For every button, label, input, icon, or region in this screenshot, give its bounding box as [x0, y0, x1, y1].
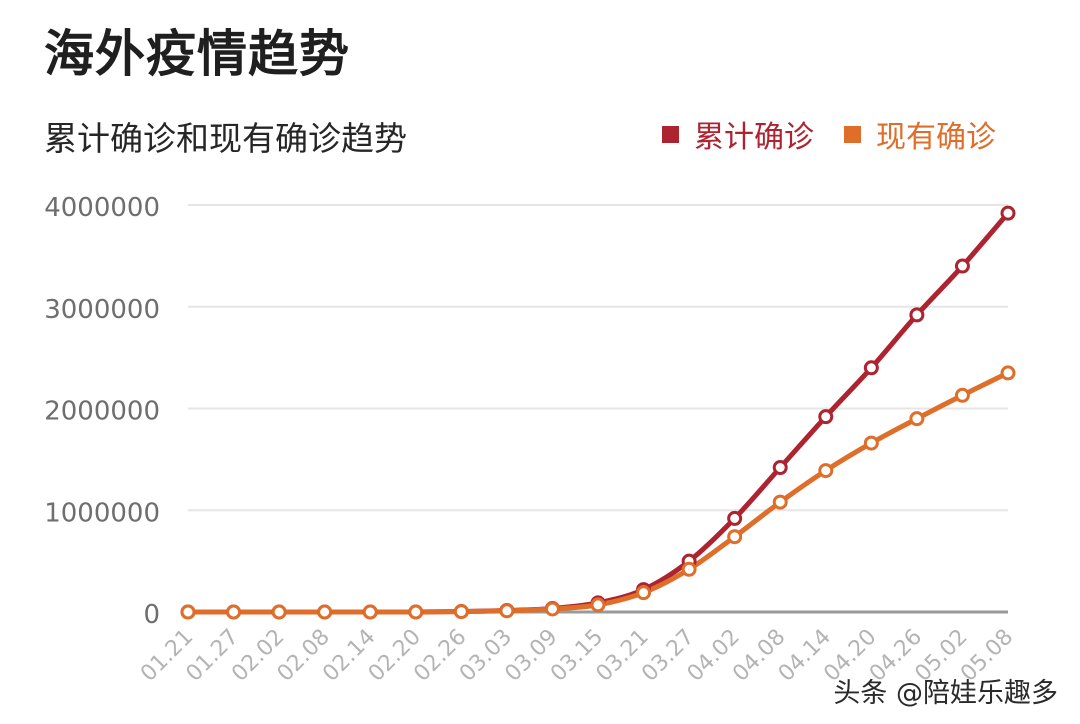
legend-swatch-cumulative [662, 125, 679, 143]
data-point-series-1[interactable] [590, 597, 606, 613]
watermark: 头条 @陪娃乐趣多 [833, 678, 1058, 709]
grid-lines [188, 204, 1008, 512]
legend-label-cumulative: 累计确诊 [694, 120, 814, 155]
data-point-series-1[interactable] [863, 435, 879, 451]
y-axis-labels: 0 1000000 2000000 3000000 4000000 [44, 193, 160, 630]
data-point-series-1[interactable] [408, 604, 424, 620]
data-point-series-0[interactable] [954, 258, 970, 274]
legend-item-cumulative[interactable]: 累计确诊 [662, 112, 814, 156]
data-point-series-1[interactable] [1000, 365, 1016, 381]
series-lines [185, 210, 1011, 615]
data-point-series-1[interactable] [909, 411, 925, 427]
data-point-series-0[interactable] [818, 409, 834, 425]
data-point-series-0[interactable] [1000, 205, 1016, 221]
data-point-series-1[interactable] [499, 603, 515, 619]
y-tick-label: 3000000 [44, 295, 160, 325]
data-point-series-1[interactable] [271, 604, 287, 620]
data-point-series-1[interactable] [317, 604, 333, 620]
chart-legend: 累计确诊 现有确诊 [632, 112, 996, 156]
y-tick-label: 1000000 [44, 498, 160, 528]
y-tick-label: 2000000 [44, 397, 160, 427]
data-point-series-1[interactable] [226, 604, 242, 620]
data-point-series-0[interactable] [863, 360, 879, 376]
data-point-series-0[interactable] [909, 307, 925, 323]
series-line-0 [185, 210, 1011, 615]
y-tick-label: 0 [143, 600, 160, 630]
data-point-series-1[interactable] [727, 529, 743, 545]
data-point-series-1[interactable] [362, 604, 378, 620]
data-point-series-1[interactable] [818, 463, 834, 479]
data-point-series-0[interactable] [772, 460, 788, 476]
data-point-series-1[interactable] [544, 601, 560, 617]
data-point-series-1[interactable] [681, 561, 697, 577]
series-points [180, 205, 1016, 620]
chart-subtitle: 累计确诊和现有确诊趋势 [44, 119, 407, 158]
page-title: 海外疫情趋势 [44, 25, 350, 83]
data-point-series-1[interactable] [954, 387, 970, 403]
data-point-series-1[interactable] [180, 604, 196, 620]
data-point-series-1[interactable] [636, 585, 652, 601]
y-tick-label: 4000000 [44, 193, 160, 223]
legend-swatch-current [844, 125, 861, 143]
data-point-series-1[interactable] [772, 494, 788, 510]
legend-label-current: 现有确诊 [876, 120, 996, 155]
data-point-series-0[interactable] [727, 510, 743, 526]
legend-item-current[interactable]: 现有确诊 [844, 112, 996, 156]
data-point-series-1[interactable] [453, 604, 469, 620]
